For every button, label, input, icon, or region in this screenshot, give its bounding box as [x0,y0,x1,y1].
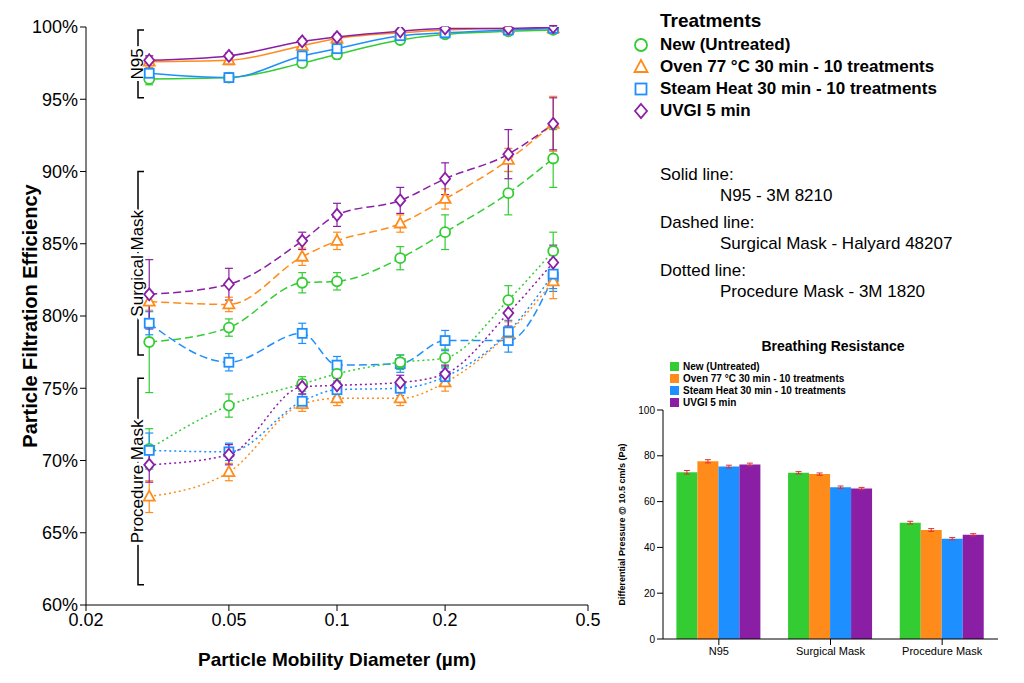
html-text:Oven 77 °C 30 min - 10 treatme: Oven 77 °C 30 min - 10 treatments [683,372,845,384]
html-text:Dotted line:: Dotted line: [660,261,746,280]
svg-text:0.2: 0.2 [433,610,458,630]
svg-text:0.02: 0.02 [68,609,104,630]
svg-text:Surgical Mask: Surgical Mask [796,645,866,657]
svg-text:0: 0 [649,634,655,645]
svg-text:85%: 85% [42,234,78,254]
svg-text:Procedure Mask: Procedure Mask [902,645,983,657]
svg-text:Particle Filtration Efficiency: Particle Filtration Efficiency [19,183,41,447]
html-text:UVGI 5 min: UVGI 5 min [683,396,737,408]
html-text:Surgical Mask - Halyard 48207: Surgical Mask - Halyard 48207 [720,234,953,253]
svg-text:90%: 90% [42,162,78,182]
svg-text:60: 60 [644,496,656,507]
svg-text:65%: 65% [42,523,78,543]
html-text:Dashed line:: Dashed line: [660,213,755,232]
html-text:Solid line:: Solid line: [660,165,734,184]
svg-text:75%: 75% [42,379,78,399]
svg-text:80: 80 [644,450,656,461]
svg-text:60%: 60% [42,595,78,615]
svg-text:N95: N95 [128,48,148,80]
svg-text:0.05: 0.05 [211,610,246,630]
html-text:Steam Heat 30 min - 10 treatme: Steam Heat 30 min - 10 treatments [683,384,846,396]
html-text:Breathing Resistance: Breathing Resistance [761,338,905,354]
svg-text:N95: N95 [709,645,729,657]
svg-text:40: 40 [644,542,656,553]
html-text:New (Untreated): New (Untreated) [660,35,791,54]
html-text:UVGI 5 min: UVGI 5 min [660,101,751,120]
svg-text:100%: 100% [32,17,78,37]
html-text:Oven 77 °C 30 min - 10 treatme: Oven 77 °C 30 min - 10 treatments [660,57,935,76]
svg-text:0.1: 0.1 [324,610,349,630]
svg-text:70%: 70% [42,451,78,471]
svg-text:20: 20 [644,588,656,599]
svg-text:100: 100 [638,405,655,416]
svg-text:Procedure Mask: Procedure Mask [129,419,148,543]
html-text:New (Untreated): New (Untreated) [683,360,760,372]
svg-text:Surgical Mask: Surgical Mask [129,209,148,316]
svg-text:80%: 80% [42,306,78,326]
svg-text:0.5: 0.5 [575,610,600,630]
html-text:Procedure Mask - 3M 1820: Procedure Mask - 3M 1820 [720,282,925,301]
html-text:Steam Heat 30 min - 10 treatme: Steam Heat 30 min - 10 treatments [660,79,937,98]
html-text:N95 - 3M 8210: N95 - 3M 8210 [720,186,833,205]
svg-text:Particle Mobility Diameter (µm: Particle Mobility Diameter (µm) [198,649,476,670]
svg-text:Differential Pressure @ 10.5 c: Differential Pressure @ 10.5 cm/s (Pa) [617,444,627,606]
svg-text:95%: 95% [42,90,78,110]
html-text:Treatments: Treatments [660,10,762,31]
